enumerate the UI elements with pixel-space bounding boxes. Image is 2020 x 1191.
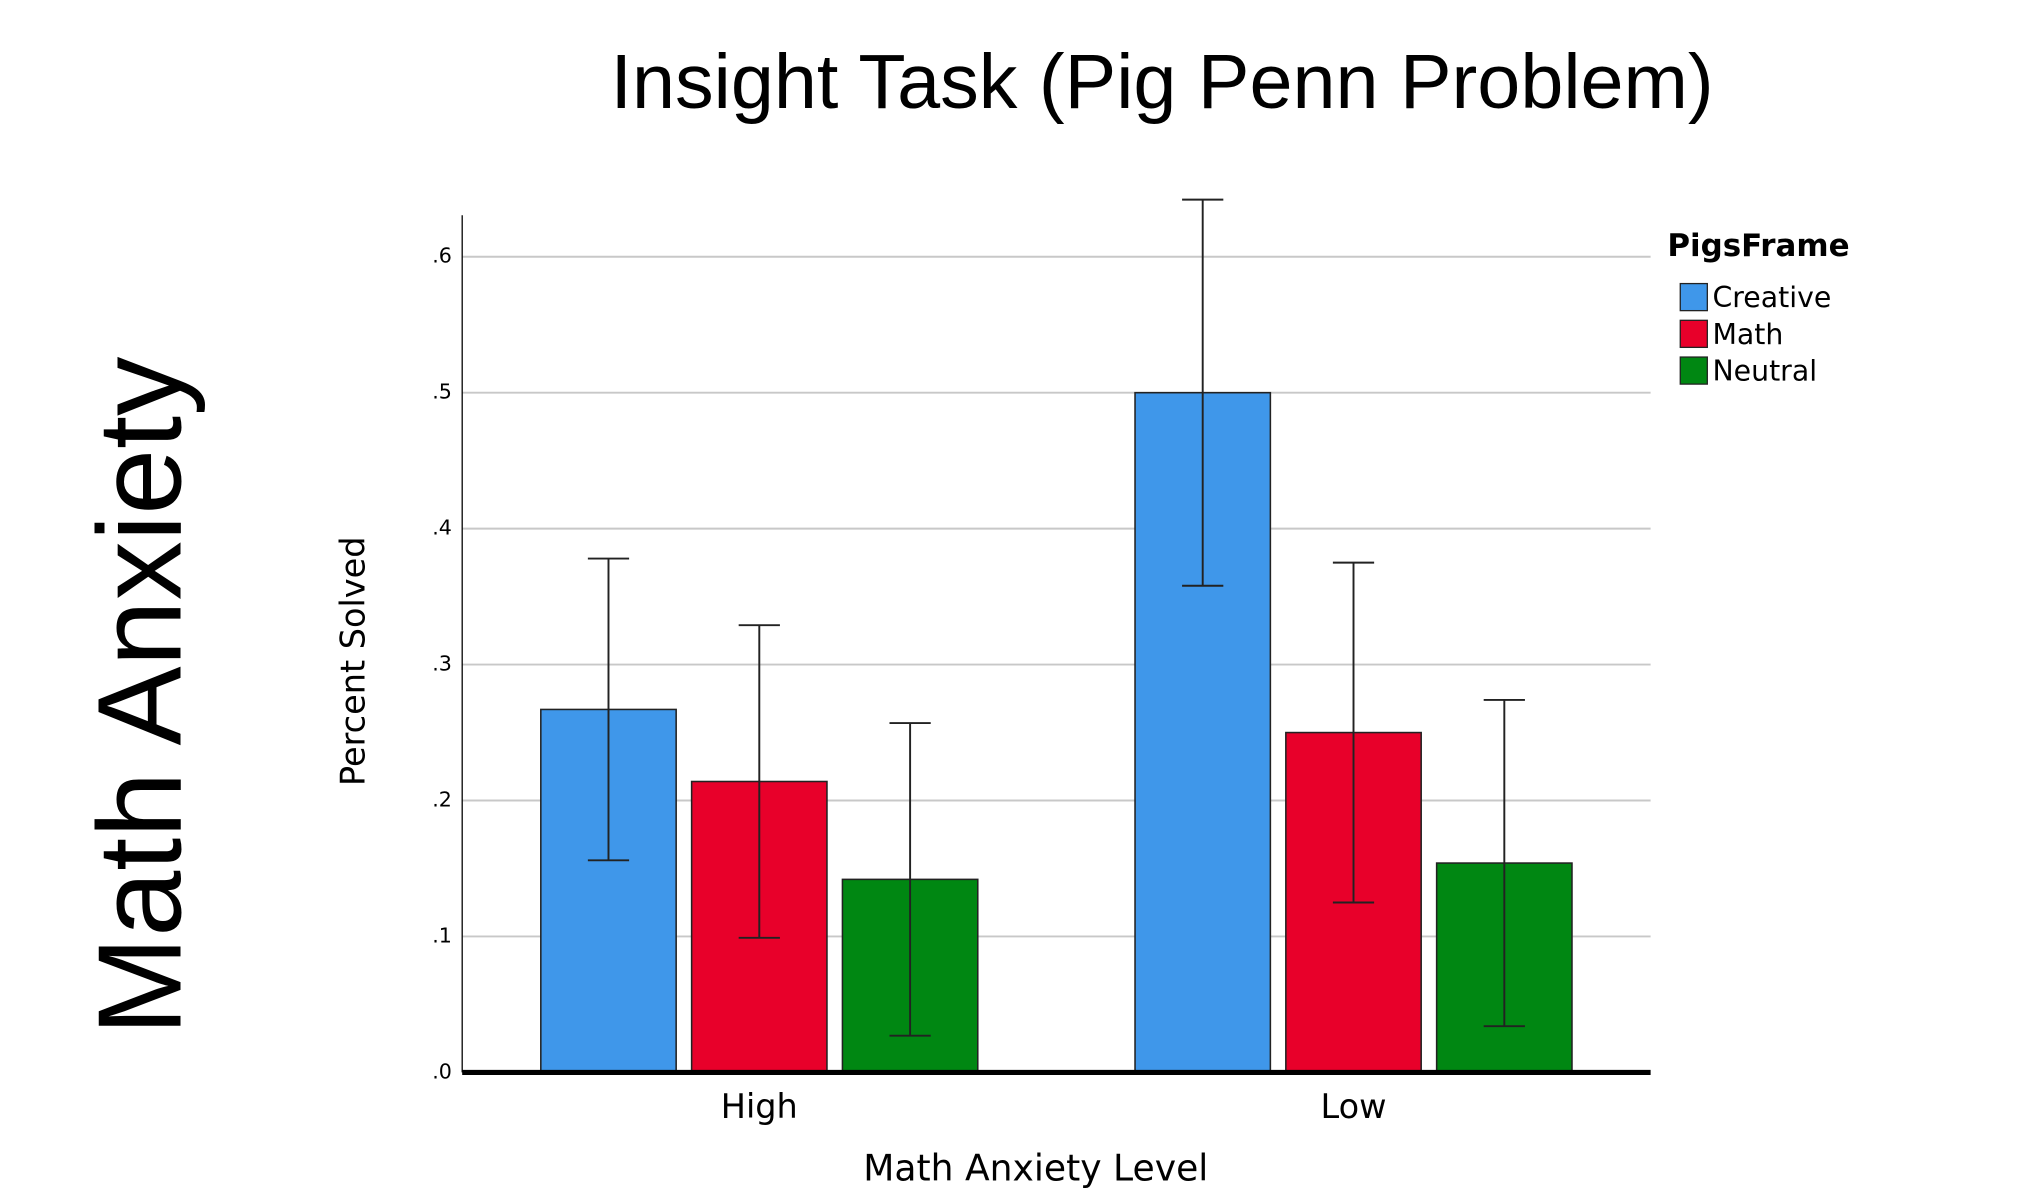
legend-label: Neutral [1712,355,1817,388]
x-tick-label: High [721,1087,798,1126]
y-tick-label: .5 [432,380,452,404]
x-axis-label: Math Anxiety Level [863,1147,1208,1189]
legend-swatch [1679,319,1708,349]
y-tick-label: .2 [432,788,452,812]
y-tick-label: .0 [432,1059,452,1083]
y-tick-label: .4 [432,516,452,540]
y-tick-label: .3 [432,652,452,676]
y-axis-label: Percent Solved [334,537,373,786]
x-tick-label: Low [1321,1087,1387,1126]
y-tick-label: .1 [432,923,452,947]
legend-swatch [1679,356,1708,385]
legend-label: Creative [1712,281,1831,314]
legend-label: Math [1712,318,1783,351]
chart-title: Insight Task (Pig Penn Problem) [611,39,1714,125]
y-tick-label: .6 [432,244,452,268]
legend-swatch [1679,282,1708,312]
legend-title: PigsFrame [1667,228,1849,264]
side-label: Math Anxiety [74,356,206,1036]
